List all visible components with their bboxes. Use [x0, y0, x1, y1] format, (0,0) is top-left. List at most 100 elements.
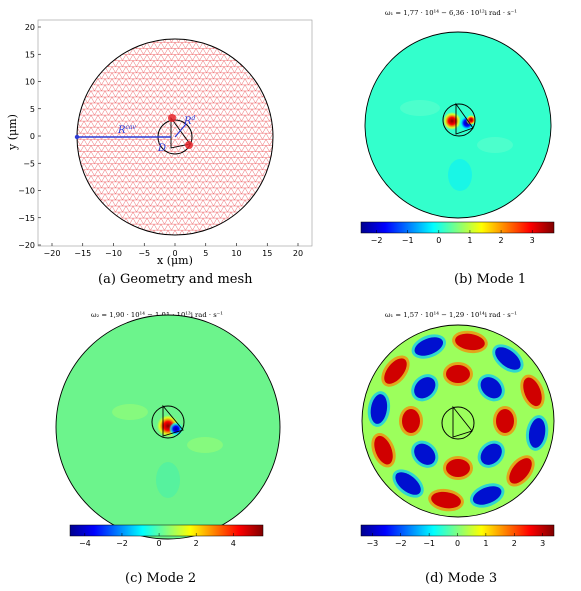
panel-d-caption: (d) Mode 3 — [425, 571, 497, 586]
panel-d-hot-lobe — [496, 409, 514, 433]
panel-d-hot-lobe — [374, 435, 393, 465]
panel-c-colorbar-tick-label: −2 — [116, 539, 128, 548]
panel-d-cold-lobe — [395, 472, 421, 495]
panel-c-colorbar-tick-label: −4 — [79, 539, 91, 548]
panel-a-y-tick-label: 5 — [30, 105, 35, 114]
panel-c-faint-lobe-1 — [112, 404, 148, 420]
panel-a-inner-radius-arrow — [174, 123, 187, 138]
panel-c-faint-lobe-3 — [156, 462, 180, 498]
panel-b-field-plot — [364, 31, 552, 219]
panel-c-caption: (c) Mode 2 — [125, 571, 196, 586]
panel-d-hot-lobe — [431, 491, 461, 509]
panel-a-x-ticks: −20 −15 −10 −5 0 5 10 15 20 — [44, 243, 303, 258]
panel-d-colorbar-tick-label: −1 — [423, 539, 435, 548]
panel-a: Rcav Rd D −20 −15 −10 −5 0 5 10 15 20 20 15 10 5 0 −5… — [6, 19, 313, 287]
panel-c-colorbar-tick-label: 0 — [157, 539, 162, 548]
panel-b-caption: (b) Mode 1 — [454, 272, 526, 287]
panel-d-colorbar-tick-label: 0 — [455, 539, 460, 548]
panel-c-colorbar-tick-label: 2 — [194, 539, 199, 548]
panel-a-x-tick-label: −15 — [74, 249, 91, 258]
panel-a-x-tick-label: 10 — [231, 249, 241, 258]
panel-d-hot-lobe — [455, 333, 485, 351]
panel-a-y-tick-label: 10 — [25, 78, 35, 87]
panel-b-colorbar-tick-label: 3 — [530, 236, 535, 245]
panel-c-eigenvalue: ω₂ = 1,90 · 10¹⁴ − 1,01 · 10¹³i rad · s⁻… — [91, 311, 223, 319]
panel-d-hot-lobe — [384, 358, 407, 384]
panel-a-x-axis-label: x (μm) — [157, 254, 193, 267]
panel-a-x-tick-label: 5 — [203, 249, 208, 258]
panel-a-mesh: Rcav Rd D — [74, 38, 274, 236]
panel-b-faint-lobe-3 — [448, 159, 472, 191]
panel-b-inner-circle — [442, 103, 476, 137]
panel-d-colorbar-tick-label: 2 — [512, 539, 517, 548]
panel-a-inner-radius-label: Rd — [183, 115, 196, 127]
panel-b-colorbar-tick-label: −2 — [371, 236, 383, 245]
panel-a-x-tick-label: 0 — [172, 249, 177, 258]
panel-d-hot-lobe — [446, 459, 470, 477]
panel-a-y-tick-label: 20 — [25, 23, 35, 32]
panel-d-cold-lobe — [414, 337, 444, 356]
panel-a-outer-radius-label: Rcav — [117, 124, 136, 136]
panel-b: ω₁ = 1,77 · 10¹⁴ − 6,36 · 10¹²i rad · s⁻… — [360, 9, 555, 287]
panel-b-boundary — [364, 31, 552, 219]
panel-c-faint-lobe-2 — [187, 437, 223, 453]
panel-d-colorbar-tick-label: −3 — [366, 539, 378, 548]
panel-d-colorbar-tick-label: −2 — [395, 539, 407, 548]
panel-d-hot-lobe — [402, 409, 420, 433]
panel-b-eigenvalue: ω₁ = 1,77 · 10¹⁴ − 6,36 · 10¹²i rad · s⁻… — [385, 9, 517, 17]
panel-d-colorbar-ticks: −3 −2 −1 0 1 2 3 — [366, 533, 545, 548]
panel-a-domain-label: D — [157, 143, 166, 154]
panel-b-faint-lobe-2 — [477, 137, 513, 153]
panel-a-y-tick-label: −5 — [23, 159, 35, 168]
panel-c-colorbar-tick-label: 4 — [231, 539, 236, 548]
panel-b-colorbar-tick-label: 1 — [467, 236, 472, 245]
panel-a-y-tick-label: 0 — [30, 132, 35, 141]
panel-d-field-background — [362, 325, 554, 517]
panel-a-y-tick-label: 15 — [25, 50, 35, 59]
panel-a-x-tick-label: 15 — [262, 249, 272, 258]
panel-b-colorbar-tick-label: 0 — [436, 236, 441, 245]
panel-b-inner-triangle — [455, 102, 474, 135]
panel-c-colorbar — [69, 524, 264, 537]
panel-d-colorbar-tick-label: 1 — [483, 539, 488, 548]
panel-a-refined-mesh-1 — [168, 114, 176, 122]
panel-a-y-tick-label: −10 — [18, 187, 35, 196]
panel-a-x-tick-label: 20 — [293, 249, 303, 258]
panel-a-x-tick-label: −5 — [138, 249, 150, 258]
panel-a-x-tick-label: −10 — [105, 249, 122, 258]
panel-c-field-plot — [55, 314, 281, 540]
panel-c-boundary — [55, 314, 281, 540]
panel-d-cold-lobe — [480, 443, 502, 465]
panel-d-boundary — [361, 324, 555, 518]
panel-c-inner-triangle — [162, 404, 184, 437]
panel-d: ω₁ = 1,57 · 10¹⁴ − 1,29 · 10¹⁴i rad · s⁻… — [360, 311, 555, 586]
panel-b-faint-lobe-1 — [400, 100, 440, 116]
panel-d-hot-lobe — [509, 458, 532, 484]
panel-d-field-plot — [361, 324, 555, 518]
panel-d-eigenvalue: ω₁ = 1,57 · 10¹⁴ − 1,29 · 10¹⁴i rad · s⁻… — [385, 311, 517, 319]
panel-d-cold-lobe — [370, 394, 388, 424]
panel-a-y-ticks: 20 15 10 5 0 −5 −10 −15 −20 — [18, 23, 41, 250]
panel-d-cold-lobe — [495, 347, 521, 370]
panel-a-y-tick-label: −20 — [18, 241, 35, 250]
panel-d-hot-lobe — [523, 377, 542, 407]
panel-b-colorbar-tick-label: 2 — [499, 236, 504, 245]
panel-b-colorbar-ticks: −2 −1 0 1 2 3 — [371, 230, 535, 245]
panel-d-colorbar-tick-label: 3 — [540, 539, 545, 548]
panel-d-inner-circle — [441, 406, 475, 440]
panel-b-hot-spot-2 — [466, 115, 476, 125]
panel-c-colorbar-ticks: −4 −2 0 2 4 — [79, 533, 236, 548]
panel-d-inner-triangle — [452, 405, 473, 438]
panel-b-hot-spot — [443, 112, 461, 130]
panel-a-y-tick-label: −15 — [18, 214, 35, 223]
panel-d-cold-lobe — [528, 418, 546, 448]
panel-b-colorbar-tick-label: −1 — [402, 236, 414, 245]
panel-a-outer-radius-endpoint — [74, 134, 80, 140]
panel-a-x-tick-label: −20 — [44, 249, 61, 258]
panel-d-cold-lobe — [414, 377, 436, 399]
panel-a-refined-mesh-2 — [185, 141, 193, 149]
panel-c: ω₂ = 1,90 · 10¹⁴ − 1,01 · 10¹³i rad · s⁻… — [55, 311, 281, 586]
panel-d-cold-lobe — [414, 443, 436, 465]
panel-a-caption: (a) Geometry and mesh — [98, 272, 253, 287]
panel-d-cold-lobe — [480, 377, 502, 399]
